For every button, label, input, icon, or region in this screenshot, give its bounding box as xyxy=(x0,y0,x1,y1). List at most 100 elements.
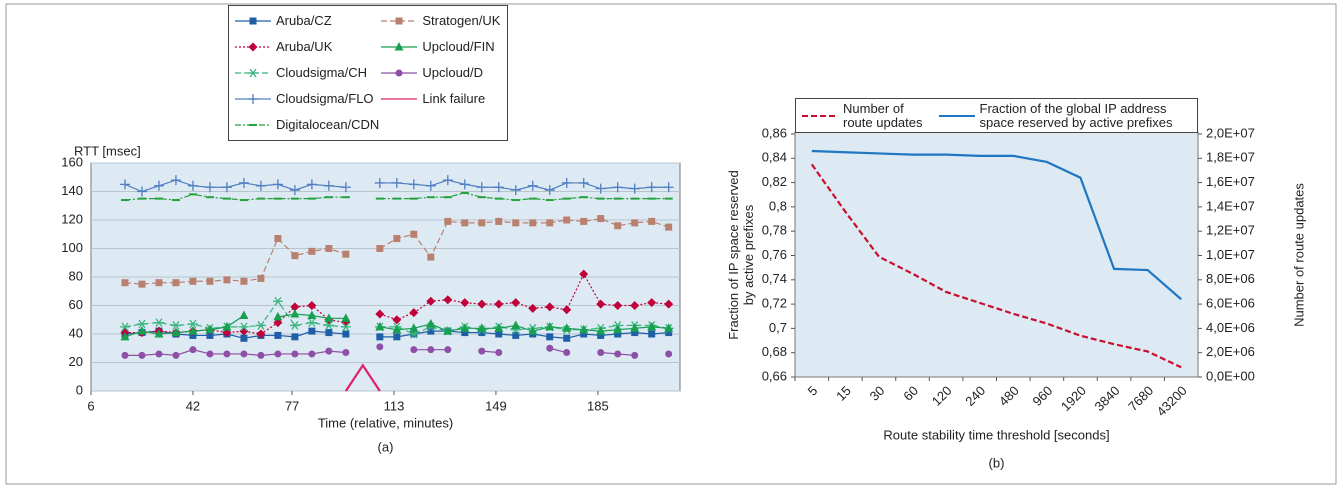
caption: (b) xyxy=(989,455,1005,470)
y-tick-label: 40 xyxy=(69,325,83,340)
marker xyxy=(546,333,554,341)
marker xyxy=(274,331,282,339)
marker xyxy=(375,309,385,319)
marker xyxy=(528,303,538,313)
marker xyxy=(614,350,622,358)
marker xyxy=(393,333,401,341)
marker xyxy=(478,329,486,337)
x-tick-label: 185 xyxy=(587,398,609,413)
legend-swatch xyxy=(381,42,418,51)
legend-entry: Link failure xyxy=(379,86,503,112)
marker xyxy=(510,185,521,196)
marker xyxy=(580,330,588,338)
marker xyxy=(563,349,571,357)
marker xyxy=(239,310,249,319)
y2-tick-label: 1,2E+07 xyxy=(1206,223,1255,238)
y2-tick-label: 2,0E+07 xyxy=(1206,125,1255,140)
marker xyxy=(392,324,402,334)
y-tick-label: 0,86 xyxy=(762,125,787,140)
marker xyxy=(527,180,538,191)
x-tick-label: 120 xyxy=(929,383,955,409)
marker xyxy=(171,327,181,337)
marker xyxy=(289,185,300,196)
legend: Aruba/CZ Aruba/UK Cloudsigma/CH Cloudsigma/… xyxy=(228,5,508,141)
marker xyxy=(222,321,232,331)
y-tick-label: 0,84 xyxy=(762,150,787,165)
y-tick-label: 120 xyxy=(61,211,83,226)
x-tick-label: 60 xyxy=(900,383,921,404)
x-axis-label: Route stability time threshold [seconds] xyxy=(883,427,1109,442)
marker xyxy=(494,299,504,309)
marker xyxy=(136,186,147,197)
y-tick-label: 0 xyxy=(76,382,83,397)
marker xyxy=(511,298,521,308)
marker xyxy=(291,350,299,358)
marker xyxy=(663,182,674,193)
marker xyxy=(512,331,520,339)
marker xyxy=(477,299,487,309)
marker xyxy=(340,322,351,332)
y-tick-label: 140 xyxy=(61,183,83,198)
series-line xyxy=(810,163,1182,369)
marker xyxy=(563,334,571,342)
marker xyxy=(444,217,452,225)
marker xyxy=(342,349,350,357)
marker xyxy=(307,310,317,319)
marker xyxy=(579,324,589,334)
y-axis-label: Fraction of IP space reserved by active … xyxy=(726,170,756,340)
plot-area xyxy=(794,131,1199,378)
marker xyxy=(512,219,520,227)
marker xyxy=(255,321,266,330)
marker xyxy=(580,217,588,225)
y-tick-label: 0,72 xyxy=(762,296,787,311)
x-tick-label: 77 xyxy=(285,398,299,413)
legend-swatch xyxy=(938,114,975,117)
y2-tick-label: 1,4E+07 xyxy=(1206,198,1255,213)
y-tick-label: 20 xyxy=(69,354,83,369)
marker xyxy=(340,182,351,193)
marker xyxy=(395,69,403,77)
legend-swatch xyxy=(381,17,418,25)
y-tick-label: 0,66 xyxy=(762,368,787,383)
marker xyxy=(664,323,674,332)
marker xyxy=(395,17,403,25)
marker xyxy=(306,318,317,327)
legend-label: Upcloud/D xyxy=(422,65,484,80)
marker xyxy=(308,327,316,335)
legend-swatch xyxy=(802,114,838,117)
legend-label: Cloudsigma/CH xyxy=(276,65,368,80)
marker xyxy=(630,323,640,332)
marker xyxy=(476,182,487,193)
marker xyxy=(121,279,129,287)
series-line xyxy=(811,149,1182,301)
marker xyxy=(665,350,673,358)
marker xyxy=(374,177,385,188)
marker xyxy=(121,351,129,359)
marker xyxy=(120,331,130,341)
legend-label: Cloudsigma/FLO xyxy=(276,91,374,106)
legend-entry: Cloudsigma/CH xyxy=(233,60,379,86)
marker xyxy=(444,346,452,354)
marker xyxy=(248,42,258,52)
marker xyxy=(665,329,673,337)
legend-swatch xyxy=(235,17,271,25)
y-axis-label: RTT [msec] xyxy=(74,143,141,158)
marker xyxy=(376,343,384,351)
marker xyxy=(138,351,146,359)
marker xyxy=(238,322,249,332)
marker xyxy=(409,323,419,332)
marker xyxy=(187,319,198,329)
marker xyxy=(308,247,316,255)
x-tick-label: 480 xyxy=(996,383,1022,409)
y2-tick-label: 1,6E+07 xyxy=(1206,174,1255,189)
x-tick-label: 1920 xyxy=(1058,383,1089,414)
x-tick-label: 30 xyxy=(867,383,888,404)
y-tick-label: 0,82 xyxy=(762,174,787,189)
marker xyxy=(461,329,469,337)
marker xyxy=(528,326,538,335)
marker xyxy=(544,185,555,196)
y2-tick-label: 0,0E+00 xyxy=(1206,368,1255,383)
marker xyxy=(596,326,606,335)
marker xyxy=(240,334,248,342)
